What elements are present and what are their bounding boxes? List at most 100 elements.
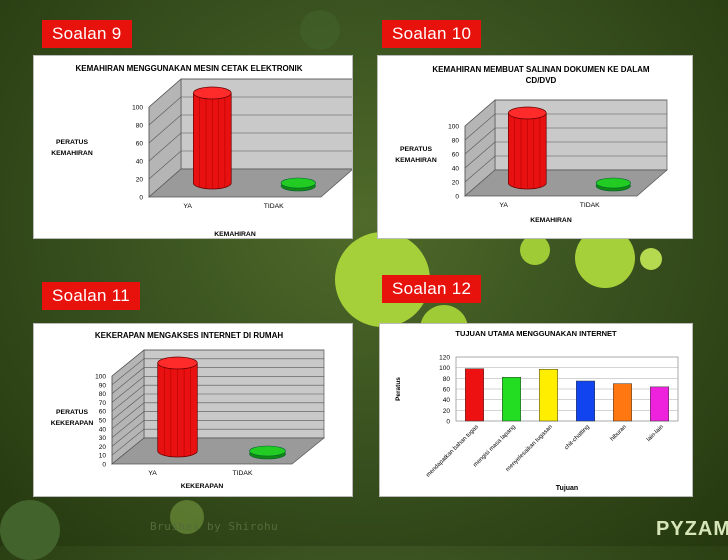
- y-tick-label: 100: [95, 374, 106, 381]
- gridline: [111, 358, 324, 386]
- x-tick-label: TIDAK: [264, 203, 284, 210]
- decor-circle: [640, 248, 662, 270]
- brand-logo: PYZAM: [656, 518, 728, 540]
- y-axis-label-line2: KEMAHIRAN: [51, 150, 93, 157]
- y-axis-label-line2: KEKERAPAN: [51, 420, 94, 427]
- bar-6: [650, 386, 669, 422]
- floor: [464, 169, 668, 197]
- chart-title: TUJUAN UTAMA MENGGUNAKAN INTERNET: [455, 329, 617, 338]
- bar-3: [539, 369, 558, 422]
- gridline: [464, 127, 667, 155]
- chart-title: KEMAHIRAN MEMBUAT SALINAN DOKUMEN KE DAL…: [432, 65, 650, 74]
- y-axis-label: PERATUS: [56, 409, 88, 416]
- chart-title: KEMAHIRAN MENGGUNAKAN MESIN CETAK ELEKTR…: [76, 64, 303, 73]
- x-tick-label: mengisi masa lapang: [473, 424, 517, 468]
- question-label-11: Soalan 11: [42, 282, 141, 310]
- y-tick-label: 0: [455, 194, 459, 201]
- y-tick-label: 40: [452, 166, 460, 173]
- bar-2: [502, 377, 521, 422]
- y-tick-label: 20: [443, 408, 451, 415]
- y-tick-label: 40: [99, 426, 107, 433]
- gridline: [148, 96, 352, 126]
- chart-10: KEMAHIRAN MEMBUAT SALINAN DOKUMEN KE DAL…: [395, 65, 668, 224]
- y-tick-label: 50: [99, 418, 107, 425]
- bar-tidak: [280, 177, 316, 189]
- floor: [148, 168, 352, 198]
- gridline: [111, 402, 324, 430]
- y-tick-label: 0: [446, 419, 450, 426]
- gridline: [111, 428, 324, 456]
- chart-panel-11: KEKERAPAN MENGAKSES INTERNET DI RUMAH 0 10…: [33, 323, 353, 497]
- x-tick-label: hiburan: [610, 424, 628, 442]
- y-tick-label: 90: [99, 382, 107, 389]
- gridline: [464, 141, 667, 169]
- credit-text: Brushes by Shirohu: [150, 520, 279, 533]
- chart-12: TUJUAN UTAMA MENGGUNAKAN INTERNET 0 20 40 60…: [395, 329, 679, 492]
- y-tick-label: 60: [99, 409, 107, 416]
- chart-9: KEMAHIRAN MENGGUNAKAN MESIN CETAK ELEKTR…: [51, 64, 352, 238]
- x-tick-label: YA: [183, 203, 192, 210]
- decor-circle: [300, 10, 340, 50]
- gridline: [148, 114, 352, 144]
- y-tick-label: 80: [443, 376, 451, 383]
- y-tick-label: 20: [452, 180, 460, 187]
- x-tick-label: chit-chatting: [564, 424, 591, 451]
- gridline: [111, 420, 324, 447]
- gridline: [111, 393, 324, 421]
- gridline: [111, 376, 324, 403]
- y-axis-label-line2: KEMAHIRAN: [395, 157, 437, 164]
- y-axis-label: Peratus: [395, 377, 402, 401]
- y-tick-label: 0: [139, 195, 143, 202]
- chart-panel-12: TUJUAN UTAMA MENGGUNAKAN INTERNET 0 20 40 60…: [379, 323, 693, 497]
- y-tick-label: 60: [443, 387, 451, 394]
- y-tick-label: 70: [99, 400, 107, 407]
- y-axis-label: PERATUS: [56, 139, 88, 146]
- bar-top-ya: [508, 106, 547, 120]
- x-axis-label: KEMAHIRAN: [530, 217, 572, 224]
- bar-5: [613, 383, 632, 422]
- y-axis-label: PERATUS: [400, 146, 432, 153]
- y-tick-label: 20: [136, 177, 144, 184]
- chart-title: KEKERAPAN MENGAKSES INTERNET DI RUMAH: [95, 331, 284, 340]
- y-tick-label: 80: [99, 391, 107, 398]
- question-label-10: Soalan 10: [382, 20, 482, 48]
- y-tick-label: 100: [439, 365, 450, 372]
- x-axis-label: KEMAHIRAN: [214, 231, 256, 238]
- question-label-12: Soalan 12: [382, 275, 482, 303]
- bar-4: [576, 380, 595, 422]
- y-tick-label: 30: [99, 435, 107, 442]
- y-tick-label: 60: [452, 152, 460, 159]
- bar-tidak: [595, 177, 631, 189]
- decor-circle: [0, 500, 60, 560]
- chart-panel-9: KEMAHIRAN MENGGUNAKAN MESIN CETAK ELEKTR…: [33, 55, 353, 239]
- y-tick-label: 20: [99, 444, 107, 451]
- chart-panel-10: KEMAHIRAN MEMBUAT SALINAN DOKUMEN KE DAL…: [377, 55, 693, 239]
- bar-1: [465, 368, 484, 422]
- gridline: [148, 132, 352, 162]
- y-tick-label: 80: [136, 123, 144, 130]
- bar-tidak: [249, 445, 286, 457]
- x-axis-label: KEKERAPAN: [181, 483, 224, 490]
- y-tick-label: 100: [132, 105, 143, 112]
- floor: [111, 437, 325, 465]
- question-label-9: Soalan 9: [42, 20, 132, 48]
- gridline: [464, 155, 667, 183]
- gridline: [464, 113, 667, 141]
- gridline: [148, 78, 352, 108]
- gridline: [111, 384, 324, 412]
- gridline: [111, 349, 324, 377]
- y-tick-label: 10: [99, 453, 107, 460]
- x-tick-label: mendapatkan bahan tugas: [425, 424, 479, 478]
- gridline: [111, 411, 324, 438]
- chart-11: KEKERAPAN MENGAKSES INTERNET DI RUMAH 0 10…: [51, 331, 325, 490]
- bar-top-ya: [193, 86, 232, 100]
- chart-title-line2: CD/DVD: [526, 76, 557, 85]
- y-tick-label: 40: [443, 397, 451, 404]
- x-tick-label: lain-lain: [646, 424, 665, 443]
- y-tick-label: 60: [136, 141, 144, 148]
- y-tick-label: 80: [452, 138, 460, 145]
- x-tick-label: TIDAK: [580, 202, 600, 209]
- gridline: [111, 367, 324, 394]
- x-tick-label: YA: [148, 470, 157, 477]
- gridline: [148, 150, 352, 180]
